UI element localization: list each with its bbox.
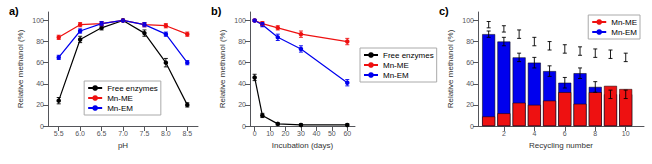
svg-text:Incubation (days): Incubation (days) bbox=[272, 141, 334, 150]
svg-text:Relative methanol (%): Relative methanol (%) bbox=[16, 29, 25, 108]
svg-text:20: 20 bbox=[36, 101, 44, 108]
svg-text:Mn-EM: Mn-EM bbox=[107, 104, 133, 113]
svg-text:80: 80 bbox=[238, 38, 246, 45]
svg-text:c): c) bbox=[439, 5, 449, 17]
svg-text:pH: pH bbox=[118, 141, 128, 150]
svg-text:60: 60 bbox=[36, 59, 44, 66]
svg-text:10: 10 bbox=[622, 130, 630, 137]
svg-text:Mn-EM: Mn-EM bbox=[383, 71, 409, 80]
svg-text:100: 100 bbox=[462, 17, 474, 24]
svg-text:10: 10 bbox=[266, 130, 274, 137]
svg-text:100: 100 bbox=[234, 17, 246, 24]
svg-text:20: 20 bbox=[282, 130, 290, 137]
svg-text:7.0: 7.0 bbox=[118, 130, 128, 137]
svg-text:40: 40 bbox=[36, 80, 44, 87]
svg-text:8: 8 bbox=[593, 130, 597, 137]
svg-text:40: 40 bbox=[312, 130, 320, 137]
svg-text:80: 80 bbox=[466, 38, 474, 45]
svg-text:60: 60 bbox=[466, 59, 474, 66]
svg-text:0: 0 bbox=[40, 123, 44, 130]
svg-text:5.5: 5.5 bbox=[54, 130, 64, 137]
svg-text:Mn-ME: Mn-ME bbox=[383, 61, 409, 70]
svg-text:100: 100 bbox=[32, 17, 44, 24]
svg-text:Mn-ME: Mn-ME bbox=[611, 18, 637, 27]
svg-text:8.5: 8.5 bbox=[182, 130, 192, 137]
svg-text:Free enzymes: Free enzymes bbox=[383, 51, 434, 60]
svg-text:30: 30 bbox=[297, 130, 305, 137]
svg-text:Relative methanol (%): Relative methanol (%) bbox=[446, 29, 455, 108]
svg-text:60: 60 bbox=[238, 59, 246, 66]
svg-text:Mn-EM: Mn-EM bbox=[611, 28, 637, 37]
svg-text:50: 50 bbox=[328, 130, 336, 137]
svg-text:Free enzymes: Free enzymes bbox=[107, 84, 158, 93]
svg-text:2: 2 bbox=[502, 130, 506, 137]
svg-text:80: 80 bbox=[36, 38, 44, 45]
svg-text:b): b) bbox=[211, 5, 222, 17]
svg-text:20: 20 bbox=[238, 101, 246, 108]
svg-text:Relative methanol (%): Relative methanol (%) bbox=[218, 29, 227, 108]
svg-text:7.5: 7.5 bbox=[140, 130, 150, 137]
svg-text:4: 4 bbox=[532, 130, 536, 137]
svg-text:0: 0 bbox=[470, 123, 474, 130]
svg-text:0: 0 bbox=[253, 130, 257, 137]
svg-text:6.5: 6.5 bbox=[97, 130, 107, 137]
svg-text:6.0: 6.0 bbox=[75, 130, 85, 137]
svg-text:Recycling number: Recycling number bbox=[529, 141, 593, 150]
svg-text:40: 40 bbox=[238, 80, 246, 87]
svg-text:20: 20 bbox=[466, 101, 474, 108]
svg-text:60: 60 bbox=[343, 130, 351, 137]
svg-text:Mn-ME: Mn-ME bbox=[107, 94, 133, 103]
svg-text:a): a) bbox=[9, 5, 19, 17]
svg-text:6: 6 bbox=[563, 130, 567, 137]
svg-text:40: 40 bbox=[466, 80, 474, 87]
svg-text:0: 0 bbox=[242, 123, 246, 130]
svg-text:8.0: 8.0 bbox=[161, 130, 171, 137]
